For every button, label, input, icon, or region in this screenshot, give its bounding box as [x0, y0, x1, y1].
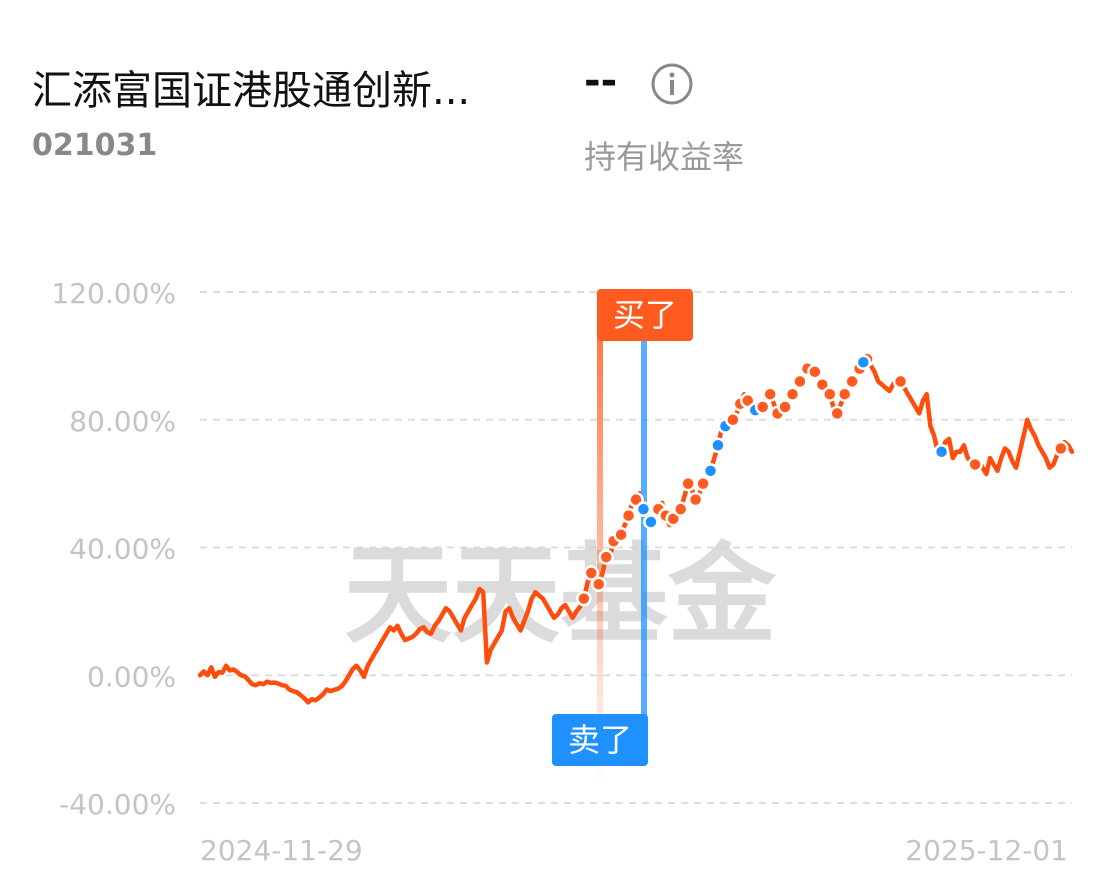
buy-point: [777, 399, 793, 415]
sell-point: [643, 514, 659, 530]
buy-point: [598, 549, 614, 565]
buy-point: [836, 386, 853, 402]
buy-point: [822, 386, 838, 402]
buy-point: [695, 475, 711, 492]
sell-point: [933, 443, 950, 460]
buy-point: [784, 386, 801, 402]
buy-point: [762, 386, 778, 402]
sell-point: [710, 437, 726, 454]
sell-marker-line: [641, 316, 647, 740]
buy-label: 买了: [613, 296, 677, 334]
info-icon[interactable]: [650, 62, 694, 106]
buy-point: [590, 576, 607, 592]
y-tick-label: 0.00%: [87, 660, 176, 693]
y-tick-label: -40.00%: [59, 788, 176, 821]
holding-return-value: --: [584, 58, 618, 104]
buy-point: [792, 373, 808, 390]
buy-point: [687, 491, 704, 508]
buy-point: [680, 475, 696, 492]
y-tick-label: 80.00%: [69, 405, 176, 438]
buy-point: [754, 399, 771, 415]
x-start-label: 2024-11-29: [200, 834, 363, 867]
x-end-label: 2025-12-01: [905, 834, 1068, 867]
fund-code: 021031: [32, 128, 158, 163]
y-tick-label: 120.00%: [51, 277, 176, 310]
buy-point: [1053, 440, 1069, 457]
buy-point: [844, 373, 860, 390]
buy-point: [807, 364, 823, 380]
buy-point: [829, 405, 845, 422]
sell-label-box: [552, 714, 648, 766]
buy-point: [672, 501, 689, 517]
buy-point: [967, 456, 983, 473]
sell-point: [702, 463, 719, 479]
metric-label: 持有收益率: [584, 138, 745, 176]
buy-point: [620, 507, 637, 524]
buy-point: [725, 412, 741, 428]
sell-label: 卖了: [568, 721, 632, 759]
sell-point: [855, 354, 872, 371]
buy-label-box: [597, 289, 693, 341]
fund-name: 汇添富国证港股通创新...: [32, 68, 471, 114]
sell-point: [635, 501, 652, 517]
buy-point: [576, 590, 592, 607]
buy-point: [613, 526, 629, 543]
watermark: 天天基金: [344, 532, 777, 658]
buy-point: [892, 373, 909, 390]
y-tick-label: 40.00%: [69, 533, 176, 566]
buy-point: [583, 565, 600, 581]
